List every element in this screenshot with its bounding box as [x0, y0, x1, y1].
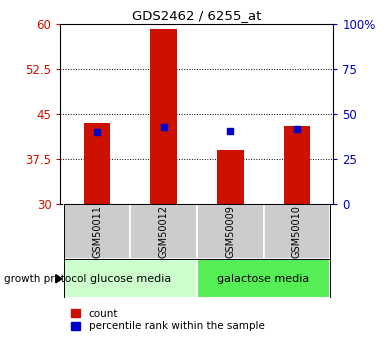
Bar: [150, 29, 177, 204]
Text: GSM50010: GSM50010: [292, 205, 302, 258]
Bar: [64, 259, 197, 298]
Bar: [130, 204, 197, 259]
Text: glucose media: glucose media: [90, 274, 171, 284]
Bar: [197, 204, 264, 259]
Point: [227, 128, 233, 134]
Legend: count, percentile rank within the sample: count, percentile rank within the sample: [71, 309, 265, 332]
Text: GSM50012: GSM50012: [159, 205, 168, 258]
Point: [94, 129, 100, 135]
Bar: [84, 123, 110, 204]
Bar: [64, 204, 130, 259]
Text: galactose media: galactose media: [217, 274, 310, 284]
Bar: [284, 126, 310, 204]
Bar: [264, 204, 330, 259]
Polygon shape: [56, 275, 62, 283]
Bar: [197, 259, 330, 298]
Text: growth protocol: growth protocol: [4, 274, 86, 284]
Title: GDS2462 / 6255_at: GDS2462 / 6255_at: [132, 9, 262, 22]
Bar: [217, 150, 244, 204]
Text: GSM50011: GSM50011: [92, 205, 102, 258]
Text: GSM50009: GSM50009: [225, 205, 235, 258]
Point: [294, 126, 300, 132]
Point: [161, 125, 167, 130]
